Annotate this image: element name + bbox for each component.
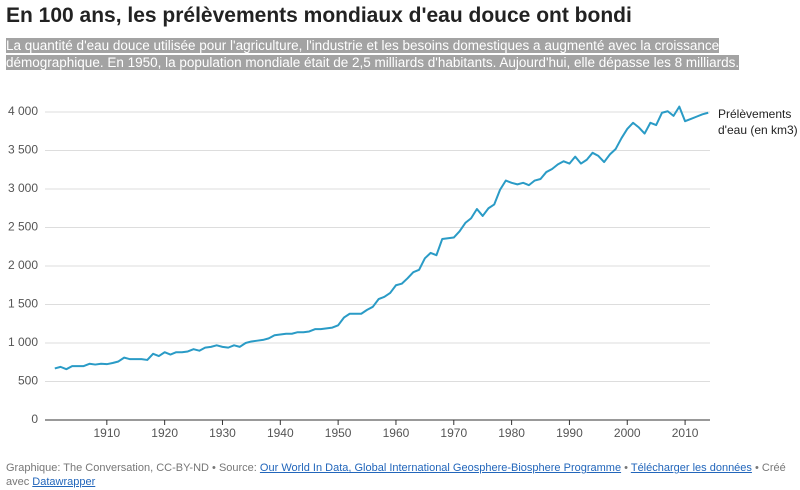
made-with: • Créé avec — [6, 462, 786, 488]
series-label: Prélèvements d'eau (en km3) — [718, 107, 798, 137]
tool-link[interactable]: Datawrapper — [32, 476, 96, 488]
y-tick-label: 1 500 — [8, 297, 38, 311]
download-link[interactable]: Télécharger les données — [630, 462, 752, 474]
y-tick-label: 1 000 — [8, 335, 38, 349]
y-tick-label: 0 — [31, 412, 38, 426]
x-tick-label: 1950 — [325, 426, 352, 440]
chart-title: En 100 ans, les prélèvements mondiaux d'… — [6, 4, 632, 27]
x-tick-label: 2010 — [672, 426, 699, 440]
footer: Graphique: The Conversation, CC-BY-ND • … — [6, 461, 796, 489]
y-tick-label: 4 000 — [8, 104, 38, 118]
x-tick-label: 1960 — [383, 426, 410, 440]
subtitle: La quantité d'eau douce utilisée pour l'… — [6, 37, 796, 71]
y-tick-label: 3 500 — [8, 143, 38, 157]
x-tick-label: 1970 — [440, 426, 467, 440]
x-tick-label: 2000 — [614, 426, 641, 440]
x-tick-label: 1910 — [93, 426, 120, 440]
source-link[interactable]: Our World In Data, Global International … — [259, 462, 622, 474]
x-tick-label: 1980 — [498, 426, 525, 440]
x-tick-label: 1930 — [209, 426, 236, 440]
y-tick-label: 3 000 — [8, 181, 38, 195]
y-tick-label: 500 — [18, 374, 38, 388]
credit: Graphique: The Conversation, CC-BY-ND • … — [6, 462, 260, 474]
x-tick-label: 1940 — [267, 426, 294, 440]
separator: • — [621, 462, 631, 474]
y-tick-label: 2 500 — [8, 220, 38, 234]
x-tick-label: 1920 — [151, 426, 178, 440]
x-tick-label: 1990 — [556, 426, 583, 440]
y-tick-label: 2 000 — [8, 258, 38, 272]
series-line — [54, 105, 709, 371]
